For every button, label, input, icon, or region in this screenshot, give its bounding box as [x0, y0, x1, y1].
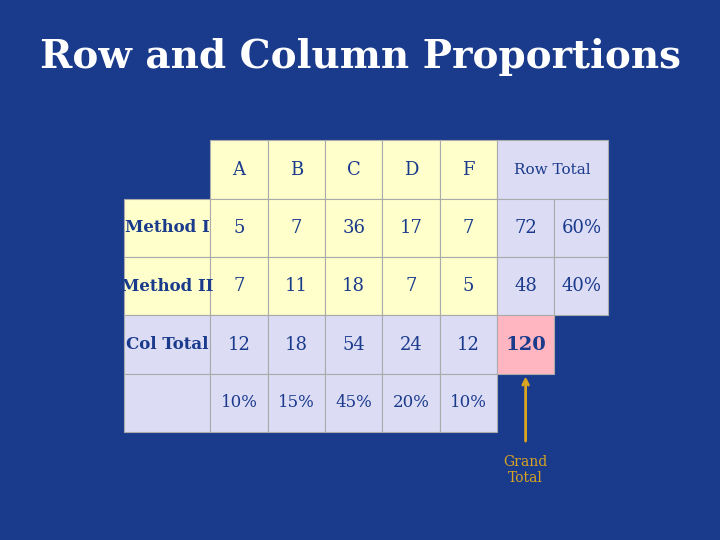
Bar: [554, 199, 608, 257]
Text: Grand
Total: Grand Total: [503, 455, 548, 485]
Text: Col Total: Col Total: [126, 336, 209, 353]
Bar: [325, 140, 382, 199]
Text: F: F: [462, 160, 474, 179]
Bar: [440, 140, 497, 199]
Text: 12: 12: [457, 335, 480, 354]
Bar: [325, 199, 382, 257]
Text: C: C: [347, 160, 361, 179]
Text: Row and Column Proportions: Row and Column Proportions: [40, 38, 680, 76]
Bar: [382, 257, 440, 315]
Bar: [497, 315, 554, 374]
Text: Row Total: Row Total: [514, 163, 591, 177]
Bar: [325, 374, 382, 432]
Text: 36: 36: [342, 219, 365, 237]
Text: 20%: 20%: [392, 394, 429, 411]
Bar: [210, 199, 268, 257]
Text: 5: 5: [463, 277, 474, 295]
Bar: [497, 140, 608, 199]
Bar: [382, 199, 440, 257]
Bar: [268, 374, 325, 432]
Text: D: D: [404, 160, 418, 179]
Bar: [268, 140, 325, 199]
Text: Method II: Method II: [121, 278, 214, 295]
Bar: [497, 199, 554, 257]
Bar: [325, 315, 382, 374]
Text: A: A: [233, 160, 246, 179]
Text: 7: 7: [291, 219, 302, 237]
Text: 60%: 60%: [562, 219, 601, 237]
Bar: [210, 315, 268, 374]
Text: 10%: 10%: [220, 394, 258, 411]
Bar: [268, 315, 325, 374]
Bar: [440, 374, 497, 432]
Bar: [268, 257, 325, 315]
Text: 11: 11: [285, 277, 307, 295]
Text: 18: 18: [285, 335, 307, 354]
Bar: [325, 257, 382, 315]
Text: B: B: [289, 160, 303, 179]
Text: 54: 54: [342, 335, 365, 354]
Text: 5: 5: [233, 219, 245, 237]
Bar: [125, 374, 210, 432]
Text: 48: 48: [514, 277, 537, 295]
Text: 7: 7: [463, 219, 474, 237]
Bar: [125, 257, 210, 315]
Bar: [268, 199, 325, 257]
Bar: [382, 315, 440, 374]
Text: 40%: 40%: [562, 277, 601, 295]
Text: 15%: 15%: [278, 394, 315, 411]
Text: 45%: 45%: [336, 394, 372, 411]
Bar: [210, 374, 268, 432]
Text: 10%: 10%: [450, 394, 487, 411]
Bar: [382, 374, 440, 432]
Text: 17: 17: [400, 219, 423, 237]
Bar: [440, 199, 497, 257]
Bar: [440, 315, 497, 374]
Text: 7: 7: [233, 277, 245, 295]
Text: 24: 24: [400, 335, 423, 354]
Bar: [382, 140, 440, 199]
Bar: [210, 140, 268, 199]
Bar: [440, 257, 497, 315]
Text: 72: 72: [514, 219, 537, 237]
Text: 18: 18: [342, 277, 365, 295]
Text: Method I: Method I: [125, 219, 210, 237]
Bar: [497, 257, 554, 315]
Text: 12: 12: [228, 335, 251, 354]
Bar: [125, 199, 210, 257]
Bar: [554, 257, 608, 315]
Text: 7: 7: [405, 277, 417, 295]
Bar: [210, 257, 268, 315]
Bar: [125, 315, 210, 374]
Text: 120: 120: [505, 335, 546, 354]
